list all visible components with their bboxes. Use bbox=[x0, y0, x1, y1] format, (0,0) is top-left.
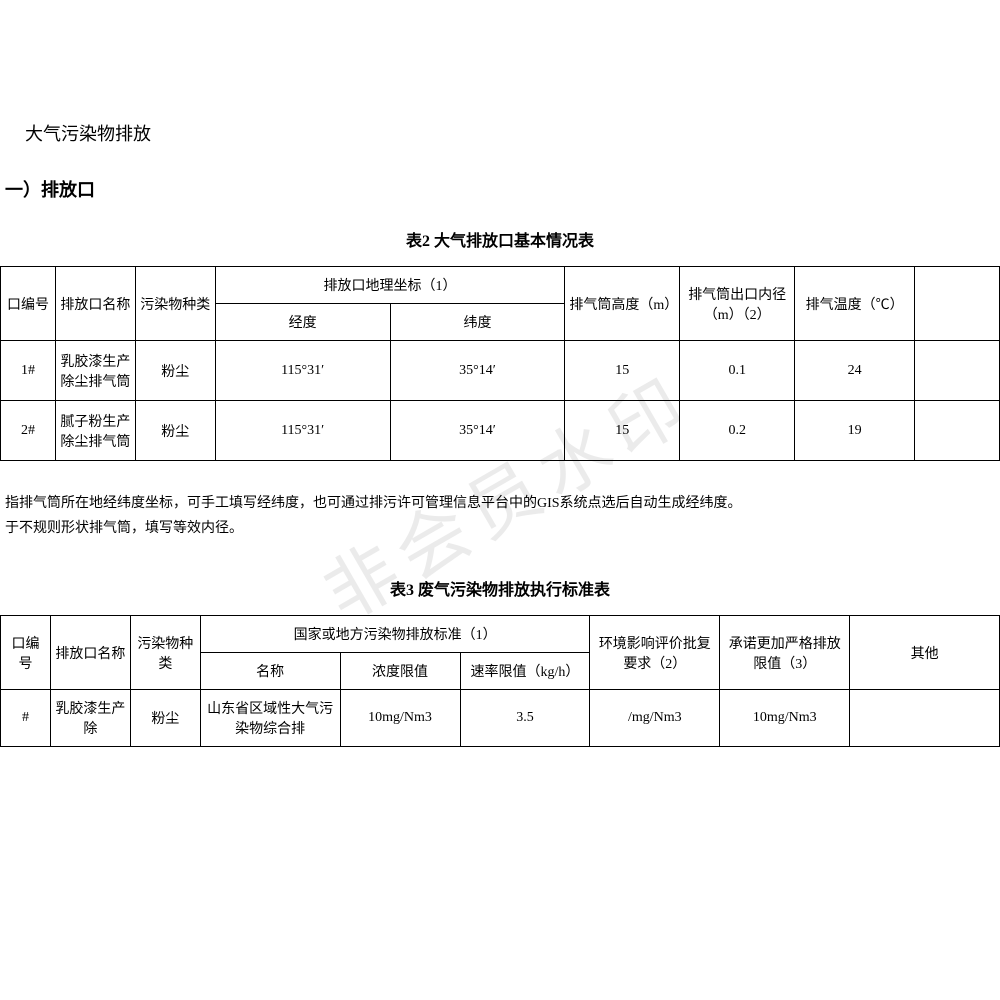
th-extra bbox=[915, 267, 1000, 341]
th3-standard-group: 国家或地方污染物排放标准（1） bbox=[200, 616, 590, 653]
cell3-rate: 3.5 bbox=[460, 690, 590, 747]
subsection-title: 一）排放口 bbox=[5, 176, 1000, 202]
cell3-concentration: 10mg/Nm3 bbox=[340, 690, 460, 747]
th3-pollutant: 污染物种类 bbox=[130, 616, 200, 690]
page-content: 大气污染物排放 一）排放口 表2 大气排放口基本情况表 口编号 排放口名称 污染… bbox=[0, 0, 1000, 1000]
cell-name: 腻子粉生产除尘排气筒 bbox=[55, 401, 135, 461]
note-line1: 指排气筒所在地经纬度坐标，可手工填写经纬度，也可通过排污许可管理信息平台中的GI… bbox=[5, 491, 995, 516]
th-name: 排放口名称 bbox=[55, 267, 135, 341]
section-title: 大气污染物排放 bbox=[25, 120, 1000, 146]
table2-title: 表2 大气排放口基本情况表 bbox=[0, 227, 1000, 251]
th3-id: 口编号 bbox=[1, 616, 51, 690]
table-row: # 乳胶漆生产除 粉尘 山东省区域性大气污染物综合排 10mg/Nm3 3.5 … bbox=[1, 690, 1000, 747]
table-row: 2# 腻子粉生产除尘排气筒 粉尘 115°31′ 35°14′ 15 0.2 1… bbox=[1, 401, 1000, 461]
th-temp: 排气温度（℃） bbox=[795, 267, 915, 341]
cell-pollutant: 粉尘 bbox=[135, 401, 215, 461]
cell-longitude: 115°31′ bbox=[215, 401, 390, 461]
cell3-name: 乳胶漆生产除 bbox=[50, 690, 130, 747]
th-coord-group: 排放口地理坐标（1） bbox=[215, 267, 565, 304]
table-row: 1# 乳胶漆生产除尘排气筒 粉尘 115°31′ 35°14′ 15 0.1 2… bbox=[1, 341, 1000, 401]
cell3-commit: 10mg/Nm3 bbox=[720, 690, 850, 747]
th3-rate: 速率限值（kg/h） bbox=[460, 653, 590, 690]
cell-longitude: 115°31′ bbox=[215, 341, 390, 401]
th3-commit: 承诺更加严格排放限值（3） bbox=[720, 616, 850, 690]
th3-name: 排放口名称 bbox=[50, 616, 130, 690]
cell-extra bbox=[915, 401, 1000, 461]
th-diameter: 排气筒出口内径（m）（2） bbox=[680, 267, 795, 341]
cell-latitude: 35°14′ bbox=[390, 401, 565, 461]
cell3-pollutant: 粉尘 bbox=[130, 690, 200, 747]
th-pollutant: 污染物种类 bbox=[135, 267, 215, 341]
cell3-stdname: 山东省区域性大气污染物综合排 bbox=[200, 690, 340, 747]
cell-name: 乳胶漆生产除尘排气筒 bbox=[55, 341, 135, 401]
cell-extra bbox=[915, 341, 1000, 401]
th-height: 排气筒高度（m） bbox=[565, 267, 680, 341]
table2: 口编号 排放口名称 污染物种类 排放口地理坐标（1） 排气筒高度（m） 排气筒出… bbox=[0, 266, 1000, 461]
th-id: 口编号 bbox=[1, 267, 56, 341]
cell-temp: 24 bbox=[795, 341, 915, 401]
cell-temp: 19 bbox=[795, 401, 915, 461]
th3-eia: 环境影响评价批复要求（2） bbox=[590, 616, 720, 690]
table2-note: 指排气筒所在地经纬度坐标，可手工填写经纬度，也可通过排污许可管理信息平台中的GI… bbox=[5, 491, 995, 541]
th-latitude: 纬度 bbox=[390, 304, 565, 341]
table3-title: 表3 废气污染物排放执行标准表 bbox=[0, 576, 1000, 600]
th3-other: 其他 bbox=[850, 616, 1000, 690]
cell-id: 2# bbox=[1, 401, 56, 461]
table3: 口编号 排放口名称 污染物种类 国家或地方污染物排放标准（1） 环境影响评价批复… bbox=[0, 615, 1000, 747]
th3-stdname: 名称 bbox=[200, 653, 340, 690]
cell3-other bbox=[850, 690, 1000, 747]
cell3-id: # bbox=[1, 690, 51, 747]
cell3-eia: /mg/Nm3 bbox=[590, 690, 720, 747]
cell-diameter: 0.2 bbox=[680, 401, 795, 461]
cell-id: 1# bbox=[1, 341, 56, 401]
th-longitude: 经度 bbox=[215, 304, 390, 341]
cell-height: 15 bbox=[565, 401, 680, 461]
cell-diameter: 0.1 bbox=[680, 341, 795, 401]
cell-latitude: 35°14′ bbox=[390, 341, 565, 401]
th3-concentration: 浓度限值 bbox=[340, 653, 460, 690]
cell-pollutant: 粉尘 bbox=[135, 341, 215, 401]
note-line2: 于不规则形状排气筒，填写等效内径。 bbox=[5, 516, 995, 541]
cell-height: 15 bbox=[565, 341, 680, 401]
